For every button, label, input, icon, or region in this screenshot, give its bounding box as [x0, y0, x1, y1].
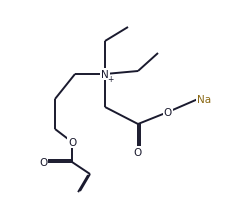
Text: O: O: [134, 147, 142, 157]
Text: +: +: [107, 75, 113, 84]
Text: O: O: [164, 108, 172, 118]
Text: N: N: [101, 70, 109, 80]
Text: Na: Na: [197, 94, 211, 104]
Text: O: O: [39, 157, 47, 167]
Text: O: O: [68, 137, 76, 147]
